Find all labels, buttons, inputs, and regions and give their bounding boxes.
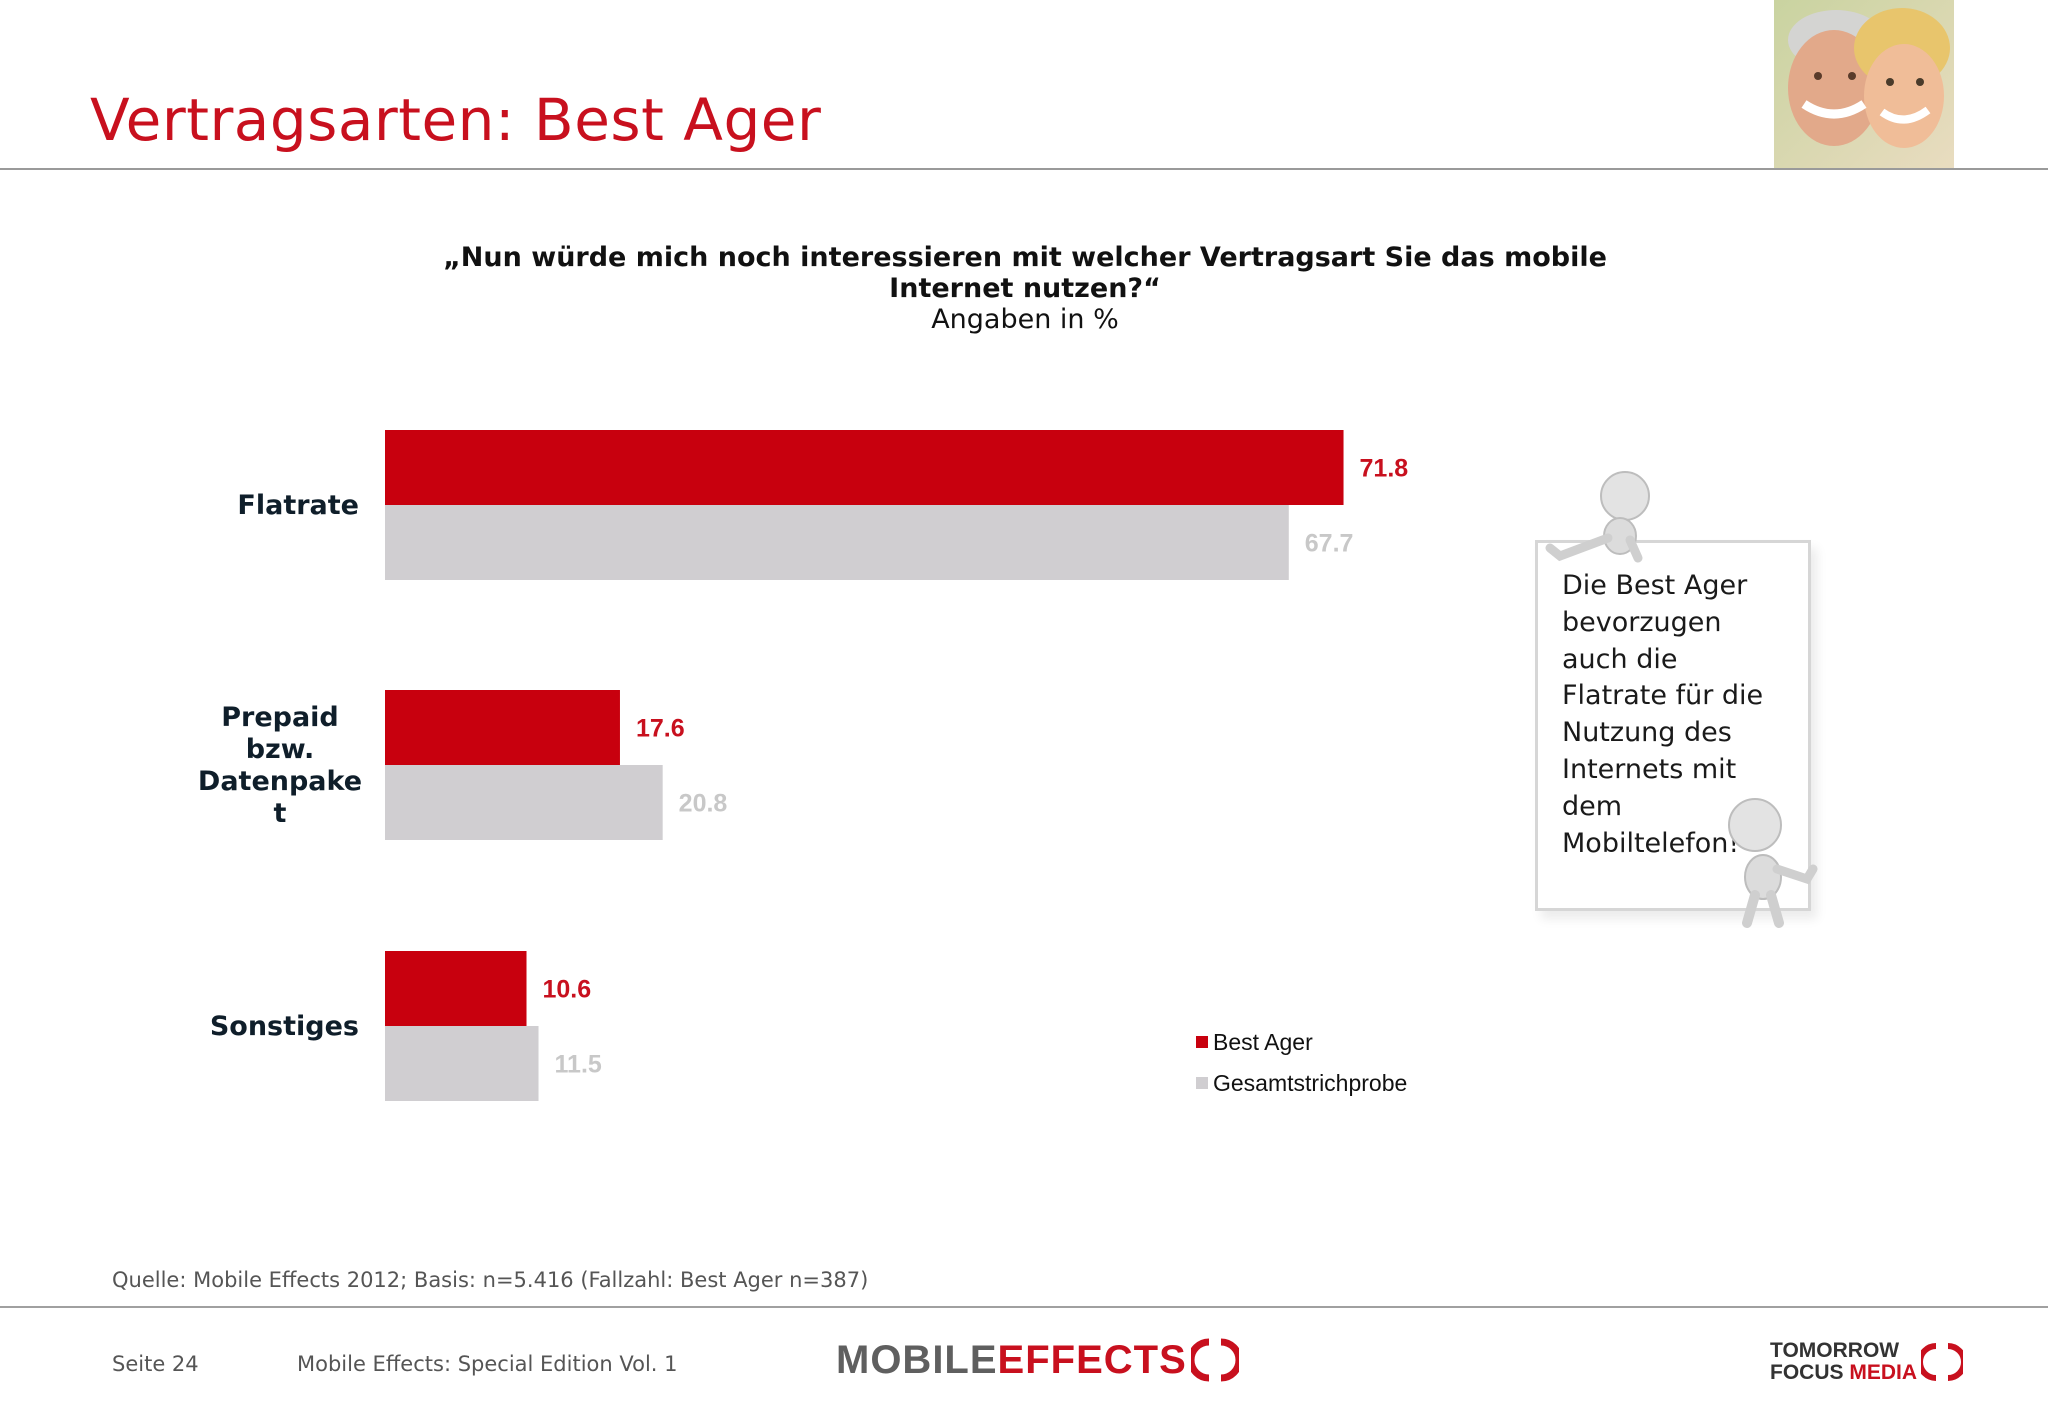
- question-line-1: „Nun würde mich noch interessieren mit w…: [443, 242, 1607, 273]
- bar-best-ager: [385, 430, 1344, 505]
- callout-line: Internets mit: [1562, 753, 1737, 785]
- chart-question: „Nun würde mich noch interessieren mit w…: [400, 242, 1650, 335]
- callout-line: auch die: [1562, 643, 1678, 675]
- category-label: Flatrate: [237, 490, 359, 521]
- bar-gesamt: [385, 1026, 539, 1101]
- data-label: 10.6: [543, 976, 592, 1004]
- publication-name: Mobile Effects: Special Edition Vol. 1: [297, 1352, 678, 1376]
- question-line-2: Internet nutzen?“: [889, 273, 1161, 304]
- data-label: 20.8: [679, 790, 728, 818]
- bar-best-ager: [385, 951, 527, 1026]
- callout-line: bevorzugen: [1562, 606, 1722, 638]
- category-label: Sonstiges: [210, 1011, 359, 1042]
- mobile-effects-logo: MOBILE EFFECTS: [836, 1336, 1239, 1384]
- callout-line: Flatrate für die: [1562, 680, 1764, 712]
- category-label: bzw.: [246, 734, 315, 765]
- stick-figure-bottom-icon: [1728, 798, 1818, 928]
- slide-title: Vertragsarten: Best Ager: [90, 86, 822, 154]
- legend-label: Gesamtstrichprobe: [1213, 1070, 1407, 1096]
- source-note: Quelle: Mobile Effects 2012; Basis: n=5.…: [112, 1268, 869, 1292]
- tomorrow-focus-media-logo: TOMORROW FOCUS MEDIA: [1770, 1340, 1964, 1384]
- callout-line: Die Best Ager: [1562, 570, 1748, 601]
- legend-swatch: [1196, 1077, 1208, 1089]
- stick-figure-top-icon: [1545, 471, 1650, 563]
- data-label: 11.5: [555, 1051, 602, 1079]
- question-unit: Angaben in %: [931, 304, 1119, 335]
- category-label: Prepaid: [221, 702, 339, 733]
- data-label: 17.6: [636, 715, 685, 743]
- logo-bracket-icon: [1190, 1338, 1239, 1382]
- category-label: Datenpake: [198, 766, 362, 797]
- data-label: 71.8: [1360, 455, 1409, 483]
- bar-gesamt: [385, 505, 1289, 580]
- couple-photo: [1774, 0, 1954, 170]
- callout-text: Die Best Ager bevorzugen auch die Flatra…: [1562, 568, 1802, 862]
- header-divider: [0, 168, 2048, 170]
- callout-line: dem: [1562, 790, 1623, 822]
- data-label: 67.7: [1305, 530, 1354, 558]
- page-number: Seite 24: [112, 1352, 199, 1376]
- callout-line: Mobiltelefon!: [1562, 827, 1740, 859]
- bar-gesamt: [385, 765, 663, 840]
- footer-divider: [0, 1306, 2048, 1308]
- category-label: t: [274, 798, 287, 829]
- callout-line: Nutzung des: [1562, 717, 1732, 749]
- bar-best-ager: [385, 690, 620, 765]
- legend-swatch: [1196, 1036, 1208, 1048]
- logo-bracket-icon: [1921, 1343, 1964, 1381]
- legend-label: Best Ager: [1213, 1029, 1313, 1055]
